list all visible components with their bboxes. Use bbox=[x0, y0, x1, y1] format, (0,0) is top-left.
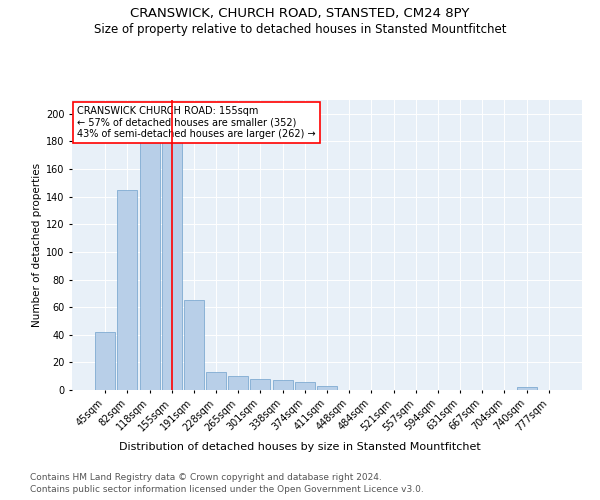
Text: Contains public sector information licensed under the Open Government Licence v3: Contains public sector information licen… bbox=[30, 485, 424, 494]
Text: CRANSWICK, CHURCH ROAD, STANSTED, CM24 8PY: CRANSWICK, CHURCH ROAD, STANSTED, CM24 8… bbox=[130, 8, 470, 20]
Y-axis label: Number of detached properties: Number of detached properties bbox=[32, 163, 41, 327]
Bar bbox=[140, 125, 160, 390]
Bar bbox=[228, 376, 248, 390]
Text: Contains HM Land Registry data © Crown copyright and database right 2024.: Contains HM Land Registry data © Crown c… bbox=[30, 472, 382, 482]
Text: CRANSWICK CHURCH ROAD: 155sqm
← 57% of detached houses are smaller (352)
43% of : CRANSWICK CHURCH ROAD: 155sqm ← 57% of d… bbox=[77, 106, 316, 139]
Text: Size of property relative to detached houses in Stansted Mountfitchet: Size of property relative to detached ho… bbox=[94, 22, 506, 36]
Text: Distribution of detached houses by size in Stansted Mountfitchet: Distribution of detached houses by size … bbox=[119, 442, 481, 452]
Bar bbox=[272, 380, 293, 390]
Bar bbox=[118, 190, 137, 390]
Bar bbox=[206, 372, 226, 390]
Bar bbox=[295, 382, 315, 390]
Bar bbox=[95, 332, 115, 390]
Bar bbox=[517, 387, 536, 390]
Bar bbox=[250, 379, 271, 390]
Bar bbox=[184, 300, 204, 390]
Bar bbox=[162, 125, 182, 390]
Bar bbox=[317, 386, 337, 390]
